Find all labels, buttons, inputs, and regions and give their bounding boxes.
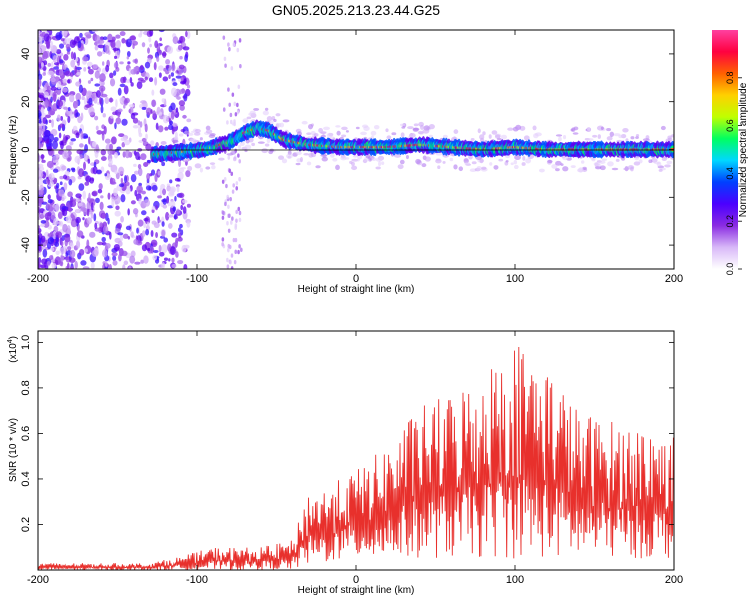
snr-y-label: SNR (10 * v/v) xyxy=(8,418,19,482)
y-tick-label: 1.0 xyxy=(20,335,32,350)
colorbar-label: Normalized spectral amplitude xyxy=(738,82,749,217)
colorbar: 0.0 0.2 0.4 0.6 0.8 Normalized spectral ampl… xyxy=(712,30,749,275)
colorbar-ticks: 0.0 0.2 0.4 0.6 0.8 xyxy=(725,72,742,276)
scale-exponent: 4 xyxy=(7,339,14,343)
spectrogram-heat xyxy=(38,30,674,269)
spectrogram-x-axis: -200 -100 0 100 200 xyxy=(27,30,683,285)
x-tick-label: 200 xyxy=(665,273,683,285)
y-tick-label: 20 xyxy=(20,96,32,108)
snr-x-axis: -200 -100 0 100 200 xyxy=(27,331,683,586)
x-tick-label: -200 xyxy=(27,574,49,586)
colorbar-tick-label: 0.0 xyxy=(725,263,735,276)
y-tick-label: -20 xyxy=(20,189,32,205)
colorbar-tick-label: 0.4 xyxy=(725,167,735,180)
y-tick-label: 0.6 xyxy=(20,426,32,441)
svg-text:(x104): (x104) xyxy=(7,336,19,363)
colorbar-tick-label: 0.6 xyxy=(725,119,735,132)
x-tick-label: 100 xyxy=(506,574,524,586)
x-tick-label: 0 xyxy=(353,574,359,586)
x-tick-label: 0 xyxy=(353,273,359,285)
spectrogram-y-axis: -40 -20 0 20 40 xyxy=(20,48,674,253)
figure-title: GN05.2025.213.23.44.G25 xyxy=(272,2,440,18)
x-tick-label: 200 xyxy=(665,574,683,586)
y-tick-label: 40 xyxy=(20,48,32,60)
spectrogram-y-label: Frequency (Hz) xyxy=(8,116,19,185)
colorbar-gradient xyxy=(712,30,738,269)
x-tick-label: 100 xyxy=(506,273,524,285)
y-tick-label: -40 xyxy=(20,237,32,253)
snr-x-label: Height of straight line (km) xyxy=(298,585,415,596)
scale-close: ) xyxy=(8,336,19,339)
scale-prefix: (x10 xyxy=(8,343,19,363)
snr-series-line xyxy=(38,346,674,570)
y-tick-label: 0.4 xyxy=(20,471,32,486)
x-tick-label: -100 xyxy=(186,273,208,285)
x-tick-label: -200 xyxy=(27,273,49,285)
colorbar-tick-label: 0.2 xyxy=(725,215,735,228)
colorbar-tick-label: 0.8 xyxy=(725,72,735,85)
x-tick-label: -100 xyxy=(186,574,208,586)
spectrogram-x-label: Height of straight line (km) xyxy=(298,284,415,295)
y-tick-label: 0 xyxy=(20,146,32,152)
snr-scale-label: (x104) xyxy=(7,336,19,363)
snr-y-axis: 0.2 0.4 0.6 0.8 1.0 xyxy=(20,335,674,532)
snr-panel: -200 -100 0 100 200 0.2 0.4 0.6 0.8 1.0 Height o… xyxy=(7,330,683,596)
y-tick-label: 0.8 xyxy=(20,380,32,395)
y-tick-label: 0.2 xyxy=(20,517,32,532)
